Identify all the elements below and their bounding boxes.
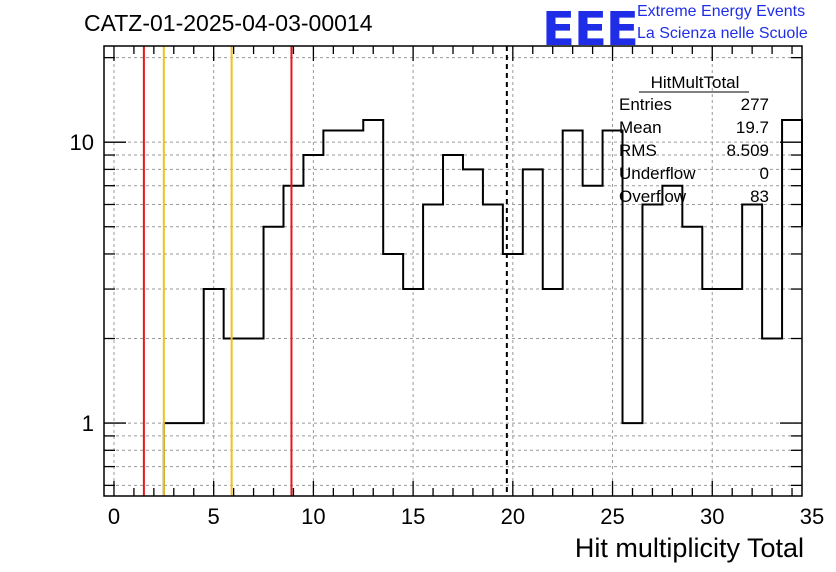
x-axis-label: Hit multiplicity Total — [574, 533, 804, 563]
y-tick-label: 1 — [82, 411, 94, 436]
run-title: CATZ-01-2025-04-03-00014 — [84, 10, 373, 36]
stats-label-overflow: Overflow — [619, 187, 687, 206]
stats-label-rms: RMS — [619, 141, 657, 160]
logo-line-2: La Scienza nelle Scuole — [637, 25, 808, 42]
grid-lines — [104, 46, 802, 496]
x-tick-label: 5 — [208, 504, 220, 529]
x-tick-label: 30 — [700, 504, 724, 529]
stats-box: HitMultTotal Entries 277 Mean 19.7 RMS 8.509 Un… — [619, 73, 769, 206]
histogram-bars — [162, 118, 803, 496]
stats-value-mean: 19.7 — [736, 118, 769, 137]
x-tick-label: 0 — [108, 504, 120, 529]
stats-label-entries: Entries — [619, 95, 672, 114]
x-tick-label: 20 — [501, 504, 525, 529]
plot-frame — [103, 45, 803, 497]
eee-logo: EEE — [542, 2, 639, 56]
stats-label-underflow: Underflow — [619, 164, 696, 183]
stats-value-overflow: 83 — [750, 187, 769, 206]
stats-value-rms: 8.509 — [726, 141, 769, 160]
stats-label-mean: Mean — [619, 118, 662, 137]
x-tick-label: 10 — [301, 504, 325, 529]
logo-line-1: Extreme Energy Events — [637, 3, 806, 20]
x-tick-label: 35 — [800, 504, 824, 529]
x-tick-label: 25 — [600, 504, 624, 529]
stats-value-entries: 277 — [741, 95, 769, 114]
x-tick-label: 15 — [401, 504, 425, 529]
y-tick-label: 10 — [70, 130, 94, 155]
marker-lines — [142, 46, 508, 496]
axis-ticks: 0 5 10 15 20 25 30 35 1 10 — [70, 46, 824, 529]
stats-value-underflow: 0 — [760, 164, 769, 183]
stats-name: HitMultTotal — [651, 73, 740, 92]
histogram-outline — [162, 118, 803, 496]
